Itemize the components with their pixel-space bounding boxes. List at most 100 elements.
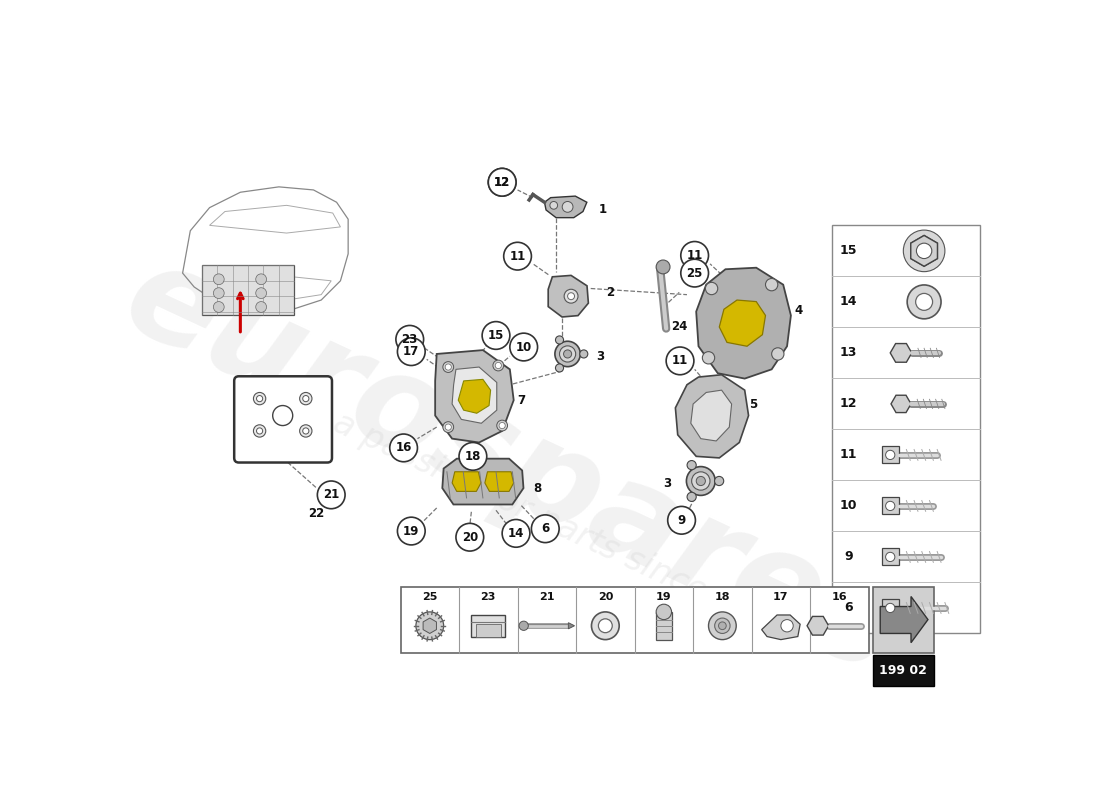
- Circle shape: [554, 342, 581, 366]
- Circle shape: [255, 302, 266, 312]
- Circle shape: [255, 288, 266, 298]
- Circle shape: [667, 347, 694, 374]
- Circle shape: [568, 293, 574, 300]
- Circle shape: [668, 506, 695, 534]
- Circle shape: [531, 515, 559, 542]
- Text: 1: 1: [598, 203, 606, 217]
- Circle shape: [688, 461, 696, 470]
- Circle shape: [488, 168, 516, 196]
- Text: 9: 9: [845, 550, 853, 563]
- Polygon shape: [569, 622, 574, 629]
- Polygon shape: [880, 597, 928, 642]
- Circle shape: [302, 428, 309, 434]
- Polygon shape: [544, 196, 587, 218]
- Circle shape: [703, 352, 715, 364]
- Text: 6: 6: [541, 522, 549, 535]
- Text: 20: 20: [462, 530, 477, 544]
- Text: 19: 19: [403, 525, 419, 538]
- Text: 9: 9: [678, 514, 685, 526]
- Bar: [882, 599, 899, 617]
- Bar: [400, 587, 869, 653]
- Circle shape: [397, 338, 426, 366]
- Circle shape: [318, 481, 345, 509]
- Text: 13: 13: [840, 346, 857, 359]
- Circle shape: [766, 278, 778, 291]
- Circle shape: [550, 202, 558, 209]
- Circle shape: [681, 259, 708, 287]
- Circle shape: [519, 621, 528, 630]
- Circle shape: [256, 395, 263, 402]
- Circle shape: [396, 326, 424, 353]
- Circle shape: [389, 434, 418, 462]
- Bar: [472, 615, 505, 637]
- Text: 11: 11: [672, 354, 689, 367]
- Circle shape: [580, 350, 587, 358]
- Text: 18: 18: [715, 591, 730, 602]
- Text: 7: 7: [517, 394, 526, 406]
- Circle shape: [886, 502, 895, 510]
- Circle shape: [273, 406, 293, 426]
- Circle shape: [915, 294, 933, 310]
- Circle shape: [556, 336, 563, 344]
- Text: 24: 24: [671, 321, 688, 334]
- Circle shape: [493, 360, 504, 371]
- Text: 11: 11: [686, 249, 703, 262]
- Text: a passion for parts since 1985: a passion for parts since 1985: [328, 406, 800, 649]
- Text: 16: 16: [395, 442, 411, 454]
- Circle shape: [213, 302, 224, 312]
- Bar: [882, 446, 899, 463]
- Polygon shape: [911, 235, 937, 266]
- Circle shape: [443, 362, 453, 373]
- Polygon shape: [891, 395, 911, 413]
- Text: 12: 12: [840, 398, 857, 410]
- Text: 23: 23: [481, 591, 496, 602]
- Circle shape: [781, 619, 793, 632]
- Text: 12: 12: [494, 176, 510, 189]
- Circle shape: [886, 552, 895, 562]
- Circle shape: [556, 364, 563, 372]
- Text: 12: 12: [494, 176, 510, 189]
- Circle shape: [656, 604, 672, 619]
- Text: 11: 11: [509, 250, 526, 262]
- Text: 16: 16: [832, 591, 847, 602]
- Circle shape: [598, 619, 613, 633]
- Text: eurospares: eurospares: [104, 232, 915, 699]
- Text: 15: 15: [840, 244, 857, 258]
- Circle shape: [592, 612, 619, 640]
- Polygon shape: [719, 300, 766, 346]
- Text: 21: 21: [323, 488, 339, 502]
- Circle shape: [302, 395, 309, 402]
- Circle shape: [564, 290, 578, 303]
- Bar: [872, 587, 934, 653]
- Polygon shape: [424, 618, 437, 634]
- Bar: [476, 624, 501, 637]
- Circle shape: [562, 202, 573, 212]
- Polygon shape: [548, 275, 588, 317]
- Text: 18: 18: [464, 450, 481, 463]
- Circle shape: [705, 282, 717, 294]
- Circle shape: [213, 274, 224, 285]
- Text: 21: 21: [539, 591, 554, 602]
- Circle shape: [482, 322, 510, 350]
- Text: 25: 25: [422, 591, 438, 602]
- Circle shape: [560, 346, 575, 362]
- Circle shape: [446, 424, 451, 430]
- Polygon shape: [485, 472, 514, 491]
- Polygon shape: [807, 617, 828, 635]
- Circle shape: [459, 442, 486, 470]
- Circle shape: [499, 422, 505, 429]
- Circle shape: [916, 243, 932, 258]
- Bar: [882, 498, 899, 514]
- Circle shape: [715, 618, 730, 634]
- Text: 10: 10: [516, 341, 531, 354]
- Text: 10: 10: [840, 499, 857, 513]
- Polygon shape: [691, 390, 732, 441]
- Text: 4: 4: [794, 303, 803, 317]
- Circle shape: [253, 425, 266, 437]
- Circle shape: [718, 622, 726, 630]
- Text: 3: 3: [596, 350, 605, 362]
- Circle shape: [692, 472, 710, 490]
- Polygon shape: [890, 343, 912, 362]
- Circle shape: [908, 285, 942, 319]
- Polygon shape: [696, 268, 791, 378]
